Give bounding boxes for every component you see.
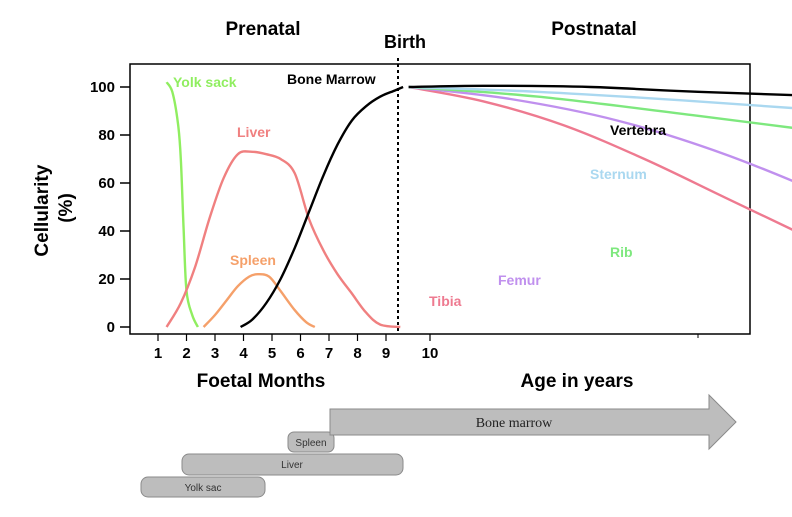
y-tick-label: 100 (90, 79, 115, 96)
series-line-vertebra (408, 84, 792, 97)
timeline-bar-label: Yolk sac (185, 483, 222, 494)
series-label-liver: Liver (237, 124, 271, 140)
x-axis-label-prenatal: Foetal Months (197, 371, 326, 392)
series-label-spleen: Spleen (230, 252, 276, 268)
series-label-rib: Rib (610, 244, 633, 260)
series-label-femur: Femur (498, 272, 541, 288)
x-tick-label: 1 (154, 345, 162, 362)
series-line-liver (165, 150, 401, 329)
timeline-bar-liver (181, 453, 404, 476)
postnatal-title: Postnatal (551, 19, 637, 40)
series-label-vertebra: Vertebra (610, 122, 666, 138)
series-labels: Yolk sack Liver Spleen Bone Marrow Tibia Femu… (173, 71, 666, 309)
x-tick-label: 9 (382, 345, 390, 362)
series-line-yolk-sack (165, 81, 199, 328)
timeline-arrow-label: Bone marrow (476, 416, 553, 431)
timeline-bar-label: Liver (281, 460, 303, 471)
timeline-bar-label: Spleen (295, 438, 326, 449)
series-line-tibia (408, 85, 792, 231)
x-tick-label: 7 (325, 345, 333, 362)
prenatal-title: Prenatal (226, 19, 301, 40)
timeline-arrow-bone-marrow (329, 393, 737, 451)
y-tick-label: 40 (98, 223, 115, 240)
series-label-sternum: Sternum (590, 166, 647, 182)
x-axis-label-postnatal: Age in years (521, 371, 634, 392)
x-tick-label: 2 (182, 345, 190, 362)
series-line-spleen (202, 272, 316, 329)
series-label-bone-marrow: Bone Marrow (287, 71, 376, 87)
y-tick-label: 80 (98, 127, 115, 144)
x-tick-label: 4 (239, 345, 248, 362)
series-line-sternum (408, 85, 792, 110)
series-lines (165, 81, 792, 329)
x-ticks: 12345678910203040506070 (154, 334, 699, 362)
y-tick-label: 0 (107, 319, 115, 336)
y-tick-label: 60 (98, 175, 115, 192)
series-label-tibia: Tibia (429, 293, 462, 309)
x-tick-label: 5 (268, 345, 276, 362)
plot-frame (129, 63, 751, 335)
birth-label: Birth (384, 32, 426, 52)
timeline-bar-spleen (287, 431, 335, 453)
x-tick-label: 10 (422, 345, 439, 362)
x-tick-label: 3 (211, 345, 219, 362)
series-line-bone-marrow (239, 85, 404, 329)
y-ticks: 0 20 40 60 80 100 (90, 79, 130, 336)
y-axis-label-line2: (%) (56, 193, 77, 223)
series-label-yolk-sack: Yolk sack (173, 74, 237, 90)
series-line-femur (408, 85, 792, 182)
x-tick-label: 6 (296, 345, 304, 362)
timeline: Yolk sac Liver Spleen Bone marrow (140, 393, 737, 498)
y-axis-label-line1: Cellularity (32, 164, 53, 256)
timeline-bar-yolk-sac (140, 476, 266, 498)
y-axis-label: Cellularity (%) (32, 159, 77, 256)
y-tick-label: 20 (98, 271, 115, 288)
x-tick-label: 8 (353, 345, 361, 362)
